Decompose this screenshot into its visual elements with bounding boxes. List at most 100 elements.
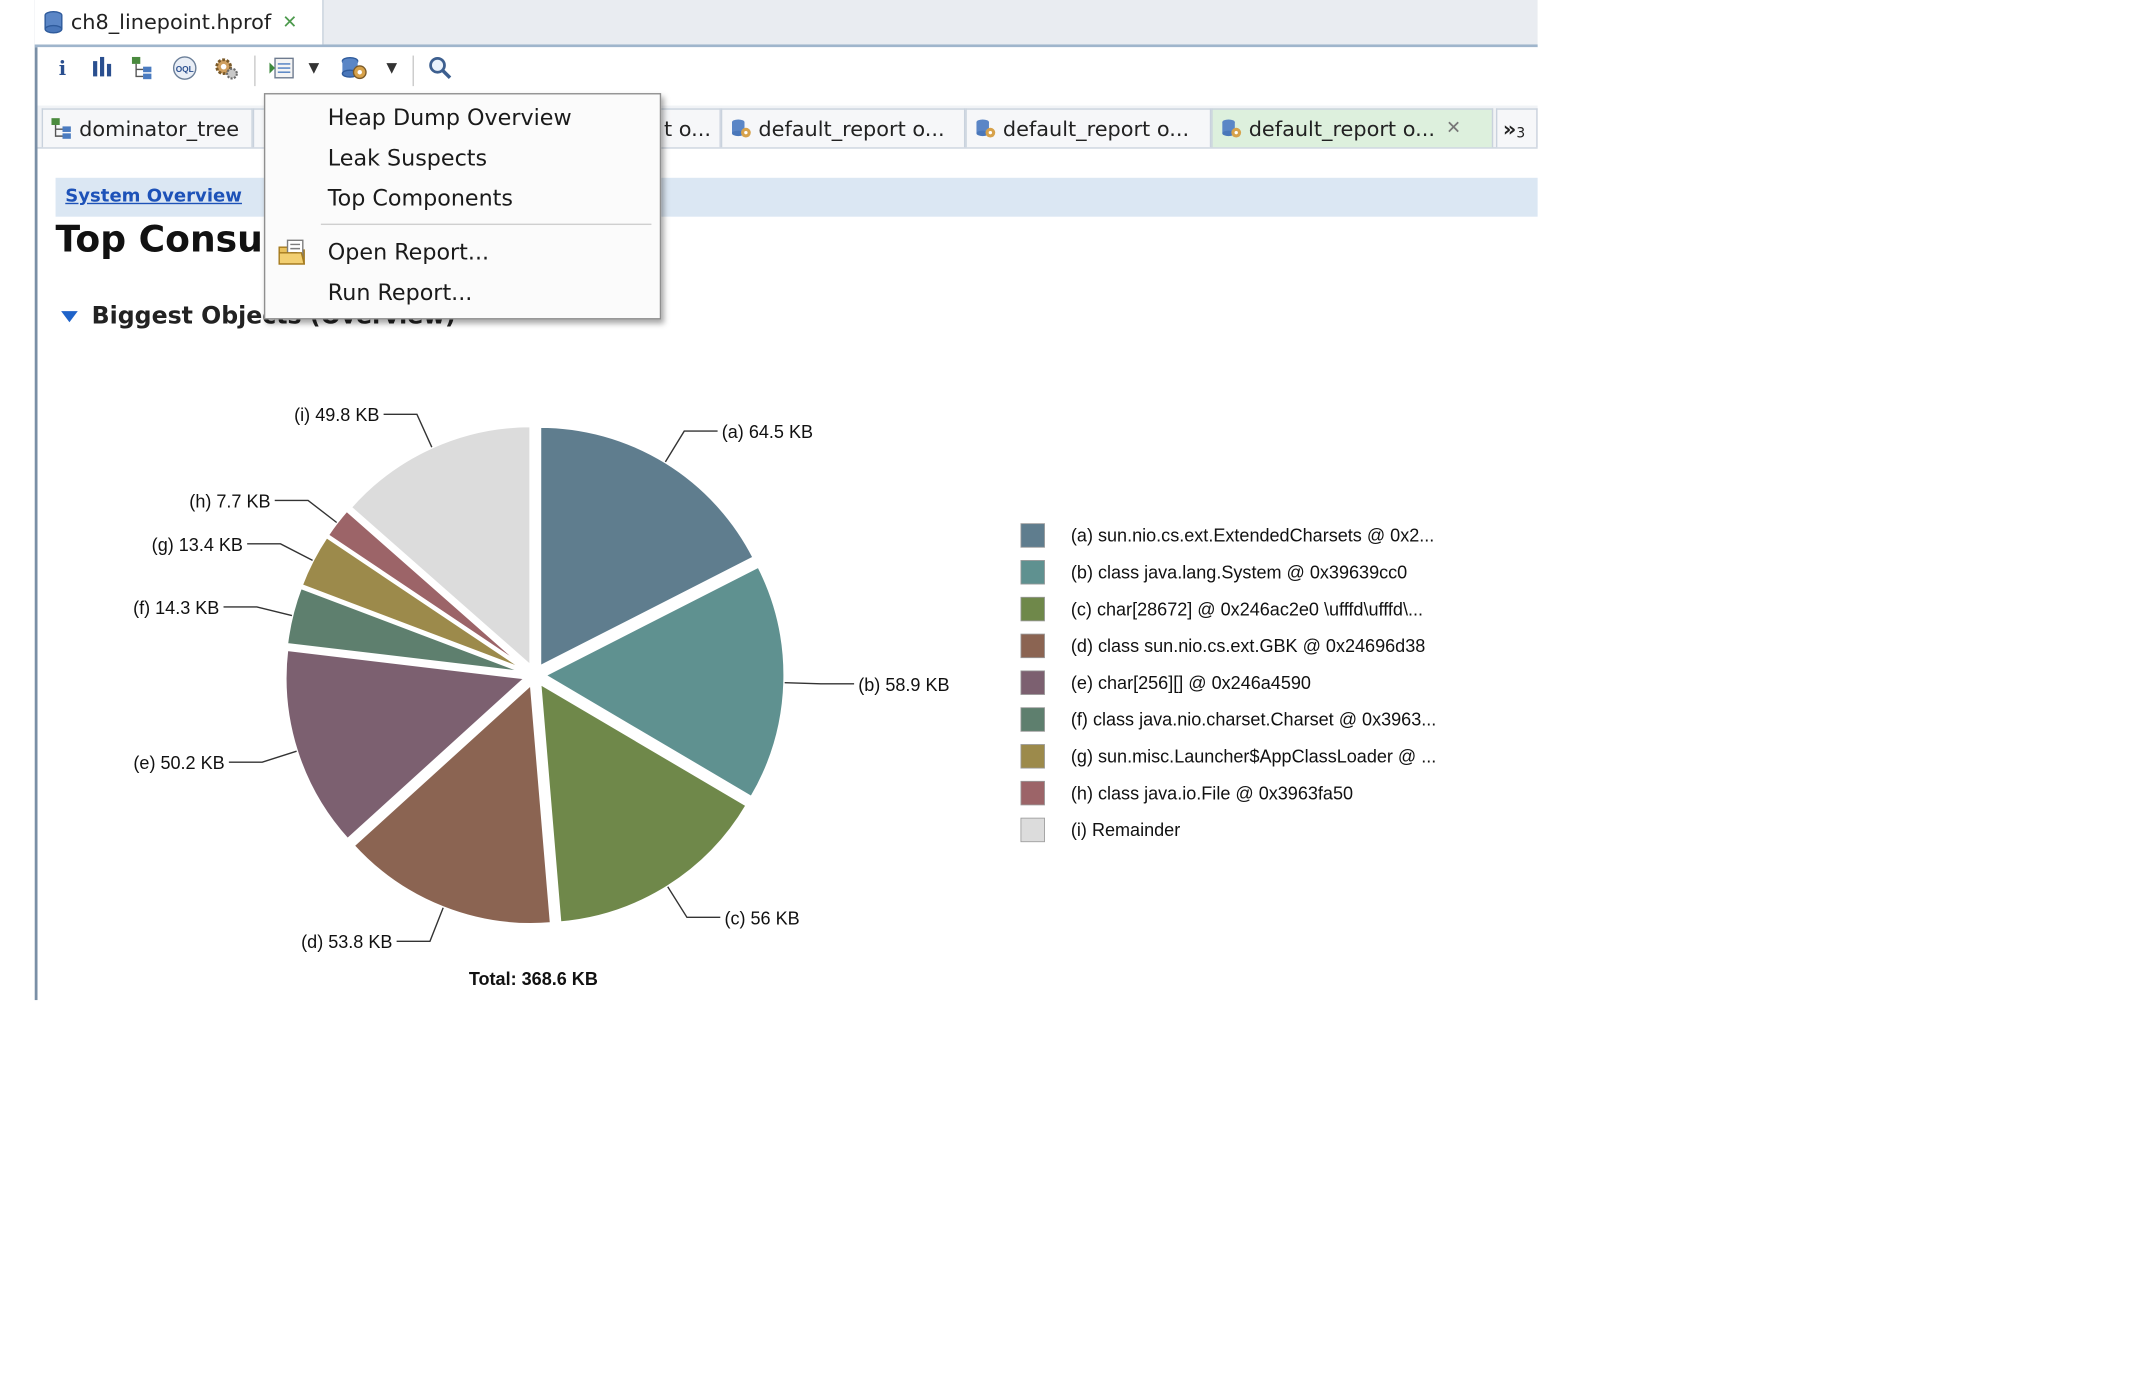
menu-item-label: Top Components xyxy=(327,184,513,212)
file-tab[interactable]: ch8_linepoint.hprof ✕ xyxy=(34,0,324,45)
file-tab-label: ch8_linepoint.hprof xyxy=(70,9,272,35)
legend-swatch-e xyxy=(1020,670,1045,695)
close-icon[interactable]: ✕ xyxy=(1446,118,1462,139)
tab-label: t o... xyxy=(663,115,711,141)
slice-label-e: (e) 50.2 KB xyxy=(133,753,224,773)
report-icon xyxy=(1222,119,1242,138)
legend-item-h: (h) class java.io.File @ 0x3963fa50 xyxy=(1071,783,1353,803)
editor-tabbar: dominator_tree t o... default_report o..… xyxy=(37,105,1538,149)
toolbar-separator xyxy=(254,55,256,87)
legend-item-d: (d) class sun.nio.cs.ext.GBK @ 0x24696d3… xyxy=(1071,636,1425,656)
pie-slice-f[interactable] xyxy=(285,585,526,675)
legend-item-g: (g) sun.misc.Launcher$AppClassLoader @ .… xyxy=(1071,747,1436,767)
leader-line-a xyxy=(664,430,718,463)
chevron-down-icon[interactable]: ▼ xyxy=(308,61,320,77)
page-title: Top Consu xyxy=(55,219,263,262)
dominator-tree-icon[interactable] xyxy=(129,56,157,84)
menu-item-label: Run Report... xyxy=(327,279,473,306)
slice-label-i: (i) 49.8 KB xyxy=(294,405,379,425)
pie-slice-g[interactable] xyxy=(299,534,527,672)
slice-label-g: (g) 13.4 KB xyxy=(152,535,243,555)
legend-item-b: (b) class java.lang.System @ 0x39639cc0 xyxy=(1071,563,1407,583)
system-overview-link[interactable]: System Overview xyxy=(65,186,242,207)
pie-slice-c[interactable] xyxy=(538,680,749,925)
query-browser-icon[interactable] xyxy=(268,56,296,84)
leader-line-e xyxy=(228,750,297,763)
slice-label-f: (f) 14.3 KB xyxy=(133,598,219,618)
pie-slice-a[interactable] xyxy=(538,425,756,670)
menu-item-run-report[interactable]: Run Report... xyxy=(265,274,657,310)
menu-item-label: Leak Suspects xyxy=(327,144,488,171)
overflow-chevron-icon: » xyxy=(1502,115,1517,141)
legend-item-f: (f) class java.nio.charset.Charset @ 0x3… xyxy=(1071,710,1436,730)
tab-default-report[interactable]: default_report o... xyxy=(720,108,966,148)
overflow-count: 3 xyxy=(1516,126,1526,142)
leader-line-f xyxy=(223,606,293,617)
slice-label-a: (a) 64.5 KB xyxy=(722,422,813,442)
report-icon xyxy=(976,119,996,138)
slice-label-h: (h) 7.7 KB xyxy=(189,491,270,511)
gear-icon[interactable] xyxy=(213,56,241,84)
report-dropdown-menu: Heap Dump Overview Leak Suspects Top Com… xyxy=(263,93,662,320)
legend-item-e: (e) char[256][] @ 0x246a4590 xyxy=(1071,673,1311,693)
slice-label-c: (c) 56 KB xyxy=(724,908,799,928)
slice-label-b: (b) 58.9 KB xyxy=(858,675,949,695)
leader-line-i xyxy=(383,413,433,448)
legend-swatch-f xyxy=(1020,707,1045,732)
chevron-down-icon[interactable]: ▼ xyxy=(386,61,398,77)
pie-slice-d[interactable] xyxy=(351,681,553,926)
toolbar-separator xyxy=(412,55,414,87)
menu-item-top-components[interactable]: Top Components xyxy=(265,179,657,215)
pie-slice-b[interactable] xyxy=(541,564,787,800)
tab-label: default_report o... xyxy=(1002,115,1190,141)
legend-item-c: (c) char[28672] @ 0x246ac2e0 \ufffd\ufff… xyxy=(1071,599,1423,619)
menu-item-label: Open Report... xyxy=(327,238,490,266)
biggest-objects-pie-chart: (a) 64.5 KB (b) 58.9 KB (c) 56 KB (d) 53.8 … xyxy=(133,405,1436,989)
leader-line-d xyxy=(396,907,444,942)
menu-separator xyxy=(320,223,652,226)
legend-item-i: (i) Remainder xyxy=(1071,820,1180,840)
svg-text:OQL: OQL xyxy=(176,64,194,74)
tab-label: default_report o... xyxy=(1248,115,1435,141)
tab-label: dominator_tree xyxy=(79,115,240,141)
legend-swatch-d xyxy=(1020,633,1045,659)
menu-item-label: Heap Dump Overview xyxy=(327,104,572,131)
search-icon[interactable] xyxy=(426,56,454,84)
run-report-icon[interactable] xyxy=(340,56,368,84)
leader-line-h xyxy=(274,499,338,524)
legend-item-a: (a) sun.nio.cs.ext.ExtendedCharsets @ 0x… xyxy=(1071,526,1434,546)
tab-overflow-button[interactable]: » 3 xyxy=(1495,108,1538,148)
legend-swatch-h xyxy=(1020,780,1045,806)
toolbar: i OQL ▼ ▼ xyxy=(37,47,1538,95)
open-report-icon xyxy=(278,239,306,265)
heap-dump-icon xyxy=(44,10,63,34)
pie-slice-e[interactable] xyxy=(283,648,529,842)
legend-swatch-c xyxy=(1020,596,1045,622)
oql-icon[interactable]: OQL xyxy=(171,56,199,84)
legend-swatch-g xyxy=(1020,744,1045,769)
legend-swatch-i xyxy=(1020,817,1045,843)
report-icon xyxy=(732,119,751,138)
tree-icon xyxy=(51,118,71,139)
legend-swatch-b xyxy=(1020,560,1045,585)
leader-line-c xyxy=(667,886,721,919)
leader-line-b xyxy=(784,682,855,685)
tab-default-report[interactable]: default_report o... xyxy=(965,108,1212,148)
leader-line-g xyxy=(247,543,313,562)
menu-item-leak-suspects[interactable]: Leak Suspects xyxy=(265,139,657,175)
slice-label-d: (d) 53.8 KB xyxy=(301,932,392,952)
tab-dominator-tree[interactable]: dominator_tree xyxy=(41,108,253,148)
file-tabbar: ch8_linepoint.hprof ✕ xyxy=(34,0,1538,48)
chart-total-label: Total: 368.6 KB xyxy=(469,969,598,989)
legend-swatch-a xyxy=(1020,523,1045,548)
histogram-icon[interactable] xyxy=(88,56,116,84)
info-icon[interactable]: i xyxy=(58,58,67,81)
close-icon[interactable]: ✕ xyxy=(282,11,298,33)
tab-label: default_report o... xyxy=(758,115,945,141)
tab-default-report-active[interactable]: default_report o... ✕ xyxy=(1211,108,1494,148)
collapse-triangle-icon[interactable] xyxy=(61,311,78,323)
menu-item-heap-dump-overview[interactable]: Heap Dump Overview xyxy=(265,99,657,135)
menu-item-open-report[interactable]: Open Report... xyxy=(265,233,657,269)
pie-slice-h[interactable] xyxy=(325,508,528,671)
